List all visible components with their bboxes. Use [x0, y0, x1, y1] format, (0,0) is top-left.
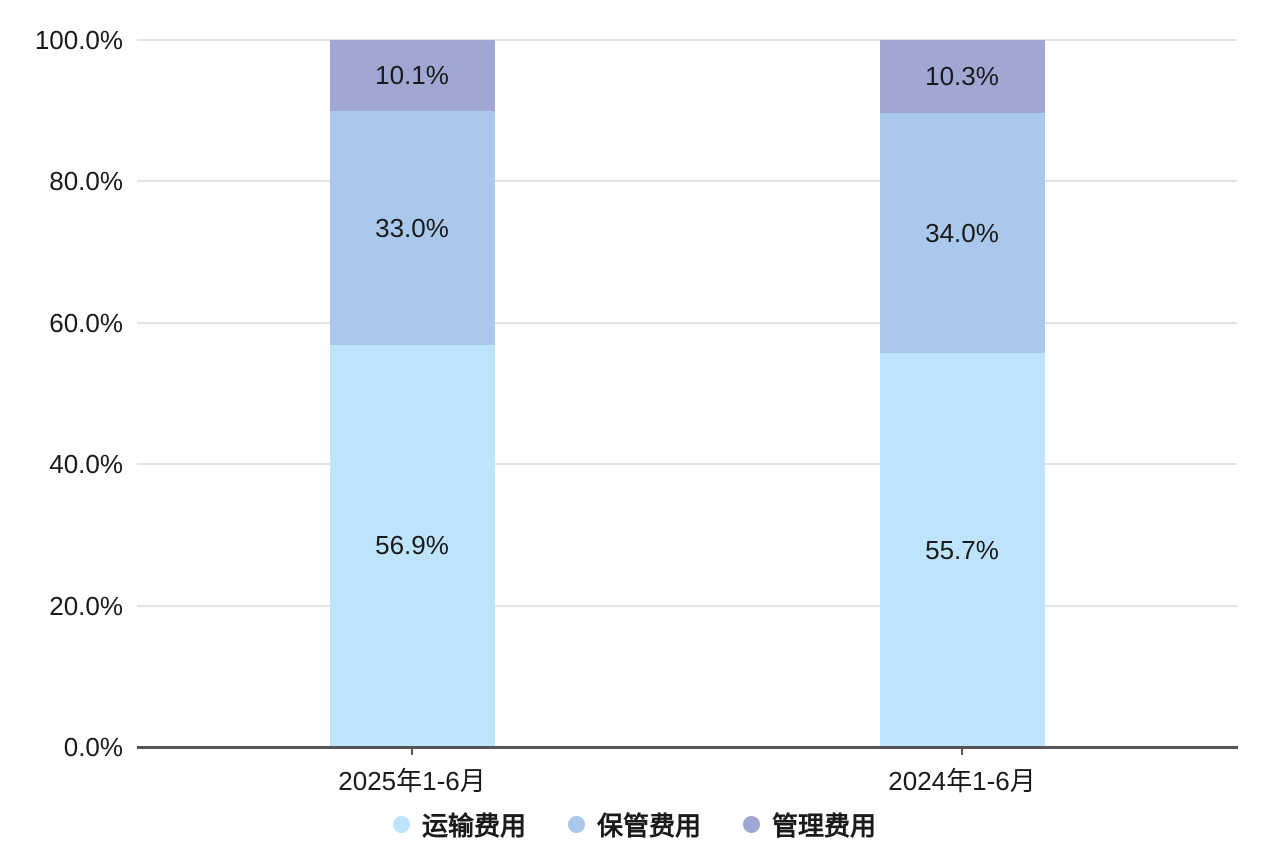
gridline — [137, 321, 1237, 324]
legend-item[interactable]: 运输费用 — [392, 806, 526, 843]
x-axis-tick — [411, 747, 413, 755]
segment-label: 34.0% — [925, 217, 999, 248]
y-axis-tick-label: 0.0% — [63, 732, 123, 762]
legend: 运输费用 保管费用 管理费用 — [0, 806, 1269, 843]
y-axis-tick-label: 80.0% — [49, 166, 123, 197]
legend-item[interactable]: 保管费用 — [567, 806, 701, 843]
gridline — [137, 180, 1237, 183]
segment-label: 56.9% — [375, 530, 449, 561]
y-axis-tick-label: 20.0% — [49, 590, 123, 621]
legend-item-label: 管理费用 — [772, 811, 877, 841]
x-axis-line — [137, 746, 1238, 749]
legend-item-label: 保管费用 — [596, 811, 701, 841]
gridline — [137, 604, 1237, 607]
bar-column[interactable]: 10.3% 34.0% 55.7% — [879, 40, 1045, 747]
bar-segment[interactable]: 56.9% — [329, 344, 495, 747]
bar-segment[interactable]: 33.0% — [329, 111, 495, 345]
bar-segment[interactable]: 10.1% — [329, 40, 495, 112]
y-axis-tick-label: 40.0% — [49, 449, 123, 480]
bar-segment[interactable]: 34.0% — [879, 112, 1045, 354]
y-axis-tick-label: 100.0% — [34, 25, 123, 55]
legend-marker-icon — [392, 816, 410, 833]
legend-marker-icon — [743, 816, 760, 833]
bar-column[interactable]: 10.1% 33.0% 56.9% — [329, 40, 495, 747]
segment-label: 10.1% — [375, 60, 449, 91]
legend-item-label: 运输费用 — [421, 811, 526, 841]
segment-label: 33.0% — [375, 212, 449, 243]
x-axis-category-label: 2025年1-6月 — [338, 766, 486, 796]
legend-marker-icon — [567, 816, 585, 833]
legend-item[interactable]: 管理费用 — [743, 806, 876, 843]
bar-segment[interactable]: 55.7% — [879, 353, 1045, 747]
gridline — [137, 39, 1237, 41]
y-axis-tick-label: 60.0% — [49, 307, 123, 338]
bar-segment[interactable]: 10.3% — [879, 40, 1045, 113]
segment-label: 55.7% — [925, 534, 999, 565]
x-axis-category-label: 2024年1-6月 — [888, 766, 1036, 796]
segment-label: 10.3% — [925, 60, 999, 91]
gridline — [137, 463, 1237, 466]
x-axis-tick — [961, 747, 963, 755]
